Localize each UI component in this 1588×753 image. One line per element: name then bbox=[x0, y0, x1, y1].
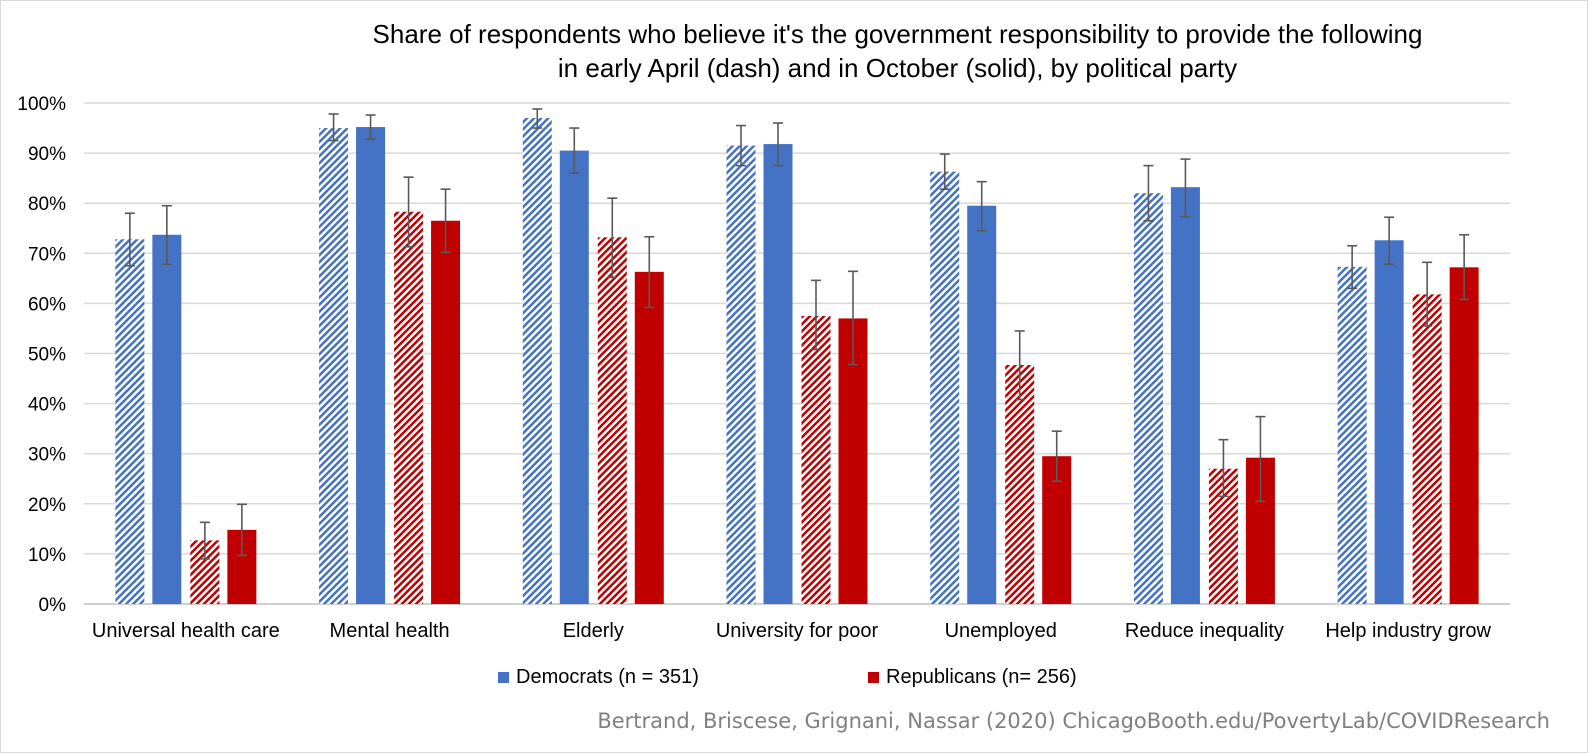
y-tick-label: 90% bbox=[28, 144, 66, 165]
bar-democrats-april bbox=[522, 118, 552, 604]
bar-republicans-october bbox=[1449, 267, 1479, 604]
x-category-label: Elderly bbox=[563, 620, 624, 642]
chart-subtitle: in early April (dash) and in October (so… bbox=[557, 53, 1238, 83]
bar-democrats-october bbox=[152, 234, 182, 604]
x-category-label: Universal health care bbox=[92, 620, 280, 642]
y-tick-label: 10% bbox=[28, 545, 66, 566]
y-tick-label: 30% bbox=[28, 445, 66, 466]
bar-democrats-october bbox=[356, 127, 386, 604]
bar-democrats-october bbox=[559, 150, 589, 604]
bar-democrats-october bbox=[967, 205, 997, 604]
bar-republicans-october bbox=[634, 271, 664, 604]
error-bars bbox=[124, 108, 1470, 560]
bar-democrats-april bbox=[1133, 193, 1163, 604]
bar-democrats-april bbox=[115, 239, 145, 604]
legend-item-democrats: Democrats (n = 351) bbox=[498, 664, 699, 690]
bar-republicans-october bbox=[431, 220, 461, 605]
y-tick-label: 70% bbox=[28, 244, 66, 265]
x-category-label: Mental health bbox=[330, 620, 450, 642]
bar-democrats-april bbox=[319, 128, 349, 605]
y-tick-label: 60% bbox=[28, 294, 66, 315]
bar-democrats-october bbox=[1170, 187, 1200, 604]
legend-label-republicans: Republicans (n= 256) bbox=[886, 665, 1077, 688]
legend-label-democrats: Democrats (n = 351) bbox=[516, 665, 699, 688]
x-category-label: Help industry grow bbox=[1325, 620, 1491, 642]
y-tick-label: 0% bbox=[39, 595, 67, 616]
y-tick-label: 50% bbox=[28, 345, 66, 366]
y-axis: 0% 10% 20% 30% 40% 50% 60% 70% 80% 90% 100% bbox=[17, 94, 66, 616]
legend-swatch-democrats bbox=[498, 671, 509, 683]
x-category-label: University for poor bbox=[716, 620, 879, 642]
bar-republicans-april bbox=[597, 237, 627, 604]
x-axis: Universal health care Mental health Elderl… bbox=[92, 620, 1492, 642]
legend-item-republicans: Republicans (n= 256) bbox=[868, 664, 1077, 690]
bar-democrats-april bbox=[930, 171, 960, 604]
x-category-label: Unemployed bbox=[945, 620, 1057, 642]
legend-swatch-republicans bbox=[868, 671, 879, 683]
gridlines bbox=[84, 102, 1510, 605]
source-note: Bertrand, Briscese, Grignani, Nassar (20… bbox=[597, 709, 1550, 733]
bar-republicans-april bbox=[801, 315, 831, 604]
y-tick-label: 40% bbox=[28, 395, 66, 416]
bars bbox=[115, 118, 1479, 605]
chart-title: Share of respondents who believe it's th… bbox=[372, 19, 1423, 49]
bar-republicans-october bbox=[838, 318, 868, 604]
y-tick-label: 80% bbox=[28, 194, 66, 215]
bar-democrats-october bbox=[763, 144, 793, 604]
y-tick-label: 100% bbox=[17, 94, 66, 115]
x-category-label: Reduce inequality bbox=[1125, 620, 1284, 642]
bar-democrats-april bbox=[726, 145, 756, 604]
y-tick-label: 20% bbox=[28, 495, 66, 516]
bar-democrats-october bbox=[1374, 240, 1404, 605]
bar-democrats-april bbox=[1337, 266, 1367, 604]
bar-republicans-april bbox=[1412, 294, 1442, 604]
bar-republicans-april bbox=[394, 211, 424, 605]
bar-republicans-april bbox=[1005, 365, 1035, 604]
